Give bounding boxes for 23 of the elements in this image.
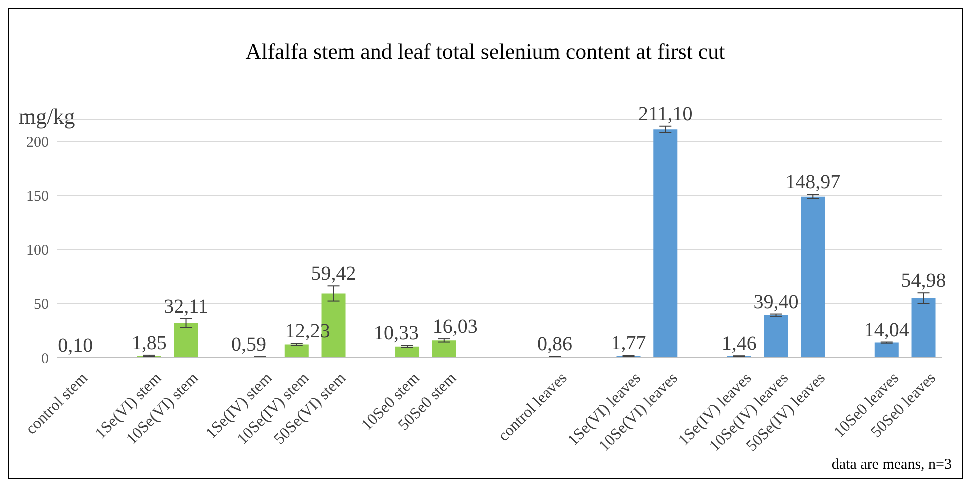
y-axis-title: mg/kg <box>19 104 76 130</box>
chart-title: Alfalfa stem and leaf total selenium content at first cut <box>244 39 726 65</box>
data-label: 32,11 <box>164 296 208 318</box>
data-label: 148,97 <box>786 172 841 194</box>
data-label: 1,77 <box>611 332 646 355</box>
data-label: 39,40 <box>754 291 799 314</box>
data-label: 0,59 <box>232 334 267 356</box>
data-label: 0,10 <box>58 334 94 357</box>
data-label: 14,04 <box>864 319 910 342</box>
data-label: 54,98 <box>901 270 946 292</box>
data-label: 1,85 <box>132 332 167 354</box>
data-label: 1,46 <box>722 333 757 356</box>
y-tick-label: 0 <box>42 351 49 368</box>
data-label: 211,10 <box>638 103 693 126</box>
text: data are means, n=3 <box>832 457 952 474</box>
data-label: 16,03 <box>432 316 478 338</box>
y-tick-label: 100 <box>26 243 49 260</box>
data-label: 10,33 <box>374 322 420 345</box>
y-tick-label: 200 <box>26 134 49 151</box>
data-label: 59,42 <box>311 263 356 286</box>
y-tick-label: 50 <box>34 297 49 314</box>
data-label: 0,86 <box>538 334 573 356</box>
y-tick-label: 150 <box>26 189 49 206</box>
